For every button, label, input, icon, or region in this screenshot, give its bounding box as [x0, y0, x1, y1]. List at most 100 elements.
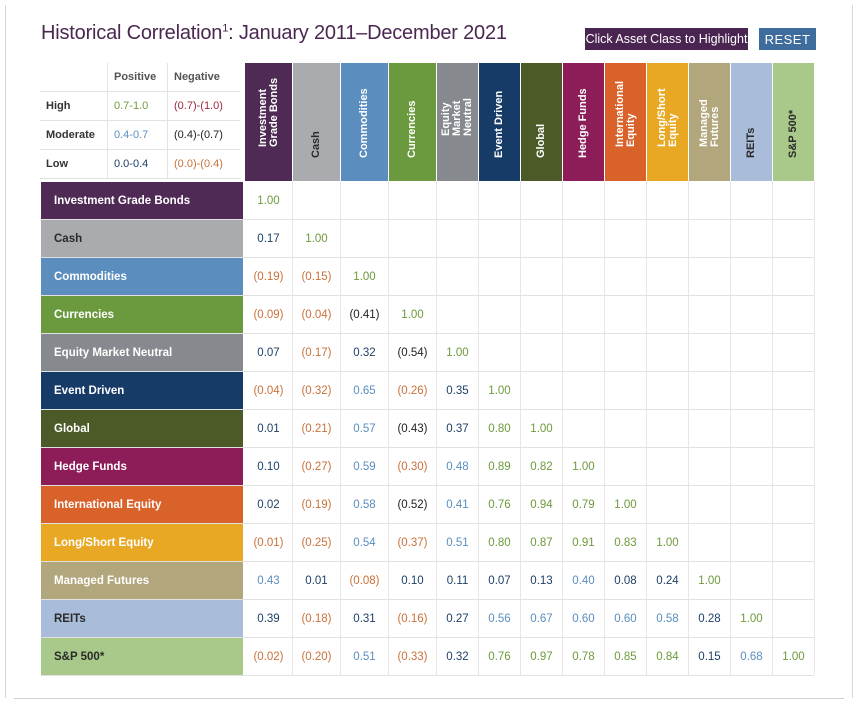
correlation-cell: (0.54) — [397, 346, 428, 359]
correlation-cell: 0.85 — [614, 650, 637, 663]
correlation-cell: 0.56 — [488, 612, 511, 625]
column-header-4[interactable]: Currencies — [389, 63, 436, 181]
column-header-9[interactable]: International Equity — [605, 63, 646, 181]
legend-header-positive: Positive — [107, 63, 168, 92]
column-divider — [478, 181, 479, 675]
correlation-cell: 0.32 — [446, 650, 469, 663]
column-header-11[interactable]: Managed Futures — [689, 63, 730, 181]
row-header-8[interactable]: Hedge Funds — [41, 448, 243, 485]
correlation-cell: 1.00 — [698, 574, 721, 587]
legend-header-negative: Negative — [167, 63, 240, 92]
correlation-cell: 0.07 — [257, 346, 280, 359]
correlation-cell: 0.07 — [488, 574, 511, 587]
column-header-label: Cash — [310, 131, 322, 158]
column-header-7[interactable]: Global — [521, 63, 562, 181]
correlation-cell: 0.02 — [257, 498, 280, 511]
column-header-6[interactable]: Event Driven — [479, 63, 520, 181]
column-header-1[interactable]: Investment Grade Bonds — [245, 63, 292, 181]
column-divider — [292, 181, 293, 675]
row-header-13[interactable]: S&P 500* — [41, 638, 243, 675]
column-header-8[interactable]: Hedge Funds — [563, 63, 604, 181]
column-header-label: Hedge Funds — [577, 88, 589, 158]
row-header-10[interactable]: Long/Short Equity — [41, 524, 243, 561]
correlation-cell: (0.27) — [301, 460, 332, 473]
correlation-cell: 0.76 — [488, 650, 511, 663]
column-header-5[interactable]: Equity Market Neutral — [437, 63, 478, 181]
legend-row-moderate: Moderate 0.4-0.7 (0.4)-(0.7) — [40, 120, 240, 150]
correlation-cell: 0.80 — [488, 422, 511, 435]
correlation-cell: 0.40 — [572, 574, 595, 587]
correlation-cell: 1.00 — [614, 498, 637, 511]
column-divider — [562, 181, 563, 675]
correlation-cell: 0.59 — [353, 460, 376, 473]
correlation-cell: (0.33) — [397, 650, 428, 663]
correlation-cell: 0.87 — [530, 536, 553, 549]
column-header-10[interactable]: Long/Short Equity — [647, 63, 688, 181]
correlation-cell: (0.37) — [397, 536, 428, 549]
column-divider — [520, 181, 521, 675]
column-header-label: S&P 500* — [787, 109, 799, 158]
legend-row-low: Low 0.0-0.4 (0.0)-(0.4) — [40, 149, 240, 179]
row-header-2[interactable]: Cash — [41, 220, 243, 257]
correlation-cell: 0.51 — [446, 536, 469, 549]
correlation-cell: 0.31 — [353, 612, 376, 625]
row-header-11[interactable]: Managed Futures — [41, 562, 243, 599]
legend-negative-range: (0.7)-(1.0) — [167, 91, 240, 121]
column-header-13[interactable]: S&P 500* — [773, 63, 814, 181]
row-header-12[interactable]: REITs — [41, 600, 243, 637]
column-divider — [436, 181, 437, 675]
correlation-cell: 1.00 — [305, 232, 328, 245]
column-header-2[interactable]: Cash — [293, 63, 340, 181]
correlation-cell: 0.82 — [530, 460, 553, 473]
correlation-cell: (0.30) — [397, 460, 428, 473]
row-header-3[interactable]: Commodities — [41, 258, 243, 295]
row-header-4[interactable]: Currencies — [41, 296, 243, 333]
correlation-cell: 0.58 — [656, 612, 679, 625]
correlation-cell: 1.00 — [530, 422, 553, 435]
correlation-cell: 0.78 — [572, 650, 595, 663]
correlation-cell: 1.00 — [656, 536, 679, 549]
correlation-cell: (0.25) — [301, 536, 332, 549]
row-divider — [41, 675, 814, 676]
highlight-asset-class-button[interactable]: Click Asset Class to Highlight — [585, 28, 748, 50]
row-header-5[interactable]: Equity Market Neutral — [41, 334, 243, 371]
column-header-12[interactable]: REITs — [731, 63, 772, 181]
correlation-cell: (0.17) — [301, 346, 332, 359]
row-header-7[interactable]: Global — [41, 410, 243, 447]
row-header-6[interactable]: Event Driven — [41, 372, 243, 409]
correlation-cell: 1.00 — [572, 460, 595, 473]
legend-positive-range: 0.0-0.4 — [107, 149, 168, 179]
correlation-cell: 0.91 — [572, 536, 595, 549]
column-header-3[interactable]: Commodities — [341, 63, 388, 181]
correlation-cell: (0.04) — [301, 308, 332, 321]
correlation-cell: 1.00 — [782, 650, 805, 663]
correlation-cell: 0.10 — [257, 460, 280, 473]
correlation-cell: 0.35 — [446, 384, 469, 397]
column-header-label: REITs — [745, 127, 757, 158]
legend-positive-range: 0.4-0.7 — [107, 120, 168, 150]
row-divider — [41, 333, 814, 334]
title-footnote-marker: 1 — [222, 22, 229, 35]
row-divider — [41, 523, 814, 524]
correlation-cell: (0.19) — [301, 498, 332, 511]
column-divider — [604, 181, 605, 675]
row-header-9[interactable]: International Equity — [41, 486, 243, 523]
title-main: Historical Correlation — [41, 22, 223, 44]
correlation-cell: 0.43 — [257, 574, 280, 587]
legend-corner — [40, 63, 108, 92]
correlation-cell: 0.76 — [488, 498, 511, 511]
correlation-cell: 0.67 — [530, 612, 553, 625]
correlation-cell: 0.60 — [614, 612, 637, 625]
correlation-cell: (0.26) — [397, 384, 428, 397]
correlation-cell: 1.00 — [446, 346, 469, 359]
legend-header-row: Positive Negative — [40, 63, 240, 92]
row-header-1[interactable]: Investment Grade Bonds — [41, 182, 243, 219]
legend-positive-range: 0.7-1.0 — [107, 91, 168, 121]
column-header-label: Global — [535, 123, 547, 158]
column-header-label: Commodities — [358, 88, 370, 158]
correlation-cell: 0.01 — [257, 422, 280, 435]
legend-label: High — [40, 91, 108, 121]
correlation-cell: 0.41 — [446, 498, 469, 511]
reset-button[interactable]: RESET — [759, 28, 816, 50]
correlation-cell: 0.27 — [446, 612, 469, 625]
